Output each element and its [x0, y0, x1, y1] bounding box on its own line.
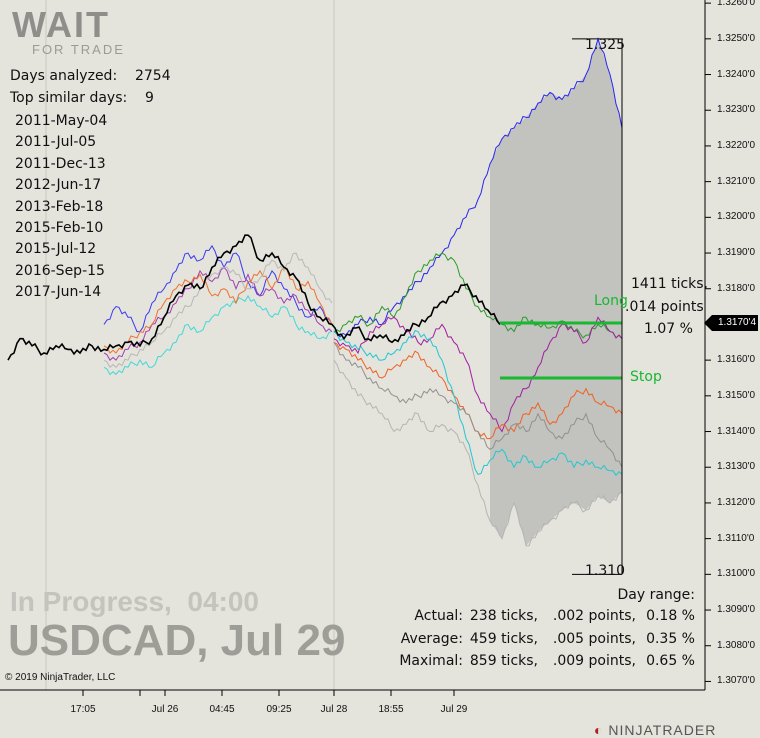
y-tick-label: 1.3140'0 — [717, 425, 756, 437]
similar-day-item: 2015-Feb-10 — [15, 220, 104, 237]
logo-main: WAIT — [12, 4, 110, 45]
similar-days-list: 2011-May-04 2011-Jul-05 2011-Dec-13 2012-Ju… — [15, 111, 107, 304]
day-range-points: .005 points, — [552, 630, 636, 647]
similar-day-item: 2015-Jul-12 — [15, 241, 97, 258]
symbol-date-title: USDCAD, Jul 29 — [8, 616, 346, 665]
top-similar-label: Top similar days: — [10, 90, 128, 106]
similar-day-item: 2017-Jun-14 — [15, 284, 102, 301]
y-tick-label: 1.3160'0 — [717, 354, 756, 366]
similar-day-item: 2013-Feb-18 — [15, 198, 104, 215]
day-range-row-label: Actual: — [414, 608, 463, 624]
similar-day-history-line — [103, 252, 333, 369]
similar-day-item: 2016-Sep-15 — [15, 262, 105, 279]
y-tick-label: 1.3220'0 — [717, 139, 756, 151]
top-similar-days: Top similar days: 9 — [10, 90, 154, 106]
logo-sub: FOR TRADE — [32, 42, 125, 57]
ninjatrader-icon: ◐ — [594, 722, 604, 738]
brand: NINJATRADER — [608, 722, 717, 738]
day-range-ticks: 859 ticks, — [469, 653, 538, 669]
projection-range-area — [490, 38, 622, 546]
in-progress-label: In Progress, 04:00 — [10, 586, 260, 617]
day-range-ticks: 459 ticks, — [469, 630, 538, 647]
similar-day-item: 2011-Jul-05 — [15, 134, 97, 151]
day-range-pct: 0.65 % — [646, 653, 695, 669]
y-tick-label: 1.3210'0 — [717, 175, 756, 187]
x-tick-label: 18:55 — [378, 704, 404, 715]
day-range-header: Day range: — [617, 587, 695, 603]
similar-day-projection-line — [333, 330, 623, 477]
day-range-row-label: Maximal: — [399, 653, 463, 669]
day-range-ticks: 238 ticks, — [469, 608, 538, 624]
similar-day-history-line — [103, 266, 333, 354]
range-ticks: 1411 ticks, — [631, 276, 709, 292]
copyright: © 2019 NinjaTrader, LLC — [5, 672, 116, 683]
logo: WAIT FOR TRADE — [12, 4, 137, 57]
y-tick-label: 1.3090'0 — [717, 604, 756, 616]
y-tick-label: 1.3130'0 — [717, 461, 756, 473]
similar-day-history-line — [103, 244, 333, 333]
current-price: 1.3170'4 — [712, 315, 758, 331]
x-tick-label: Jul 28 — [320, 704, 348, 715]
y-tick-label: 1.3080'0 — [717, 639, 756, 651]
y-tick-label: 1.3260'0 — [717, 0, 756, 9]
y-tick-label: 1.3110'0 — [717, 532, 755, 544]
day-range-pct: 0.18 % — [646, 608, 695, 624]
days-analyzed-label: Days analyzed: — [10, 68, 118, 84]
range-percent: 1.07 % — [644, 321, 693, 337]
range-points: .014 points — [625, 299, 704, 315]
y-tick-label: 1.3100'0 — [717, 568, 756, 580]
y-tick-label: 1.3230'0 — [717, 104, 756, 116]
similar-day-projection-line — [333, 316, 623, 433]
range-low-label: 1.310 — [585, 563, 626, 579]
similar-day-item: 2012-Jun-17 — [15, 177, 102, 194]
similar-day-history-line — [103, 294, 333, 376]
x-tick-label: 04:45 — [209, 704, 235, 715]
long-label: Long — [594, 293, 628, 309]
y-tick-label: 1.3180'0 — [717, 282, 756, 294]
x-tick-label: Jul 26 — [151, 704, 179, 715]
range-high-label: 1.325 — [585, 37, 626, 53]
similar-day-item: 2011-May-04 — [15, 113, 108, 129]
actual-price-line — [7, 234, 501, 361]
x-tick-label: Jul 29 — [440, 704, 468, 715]
y-tick-label: 1.3070'0 — [717, 675, 756, 687]
day-range-pct: 0.35 % — [646, 630, 695, 647]
y-tick-label: 1.3240'0 — [717, 68, 756, 80]
day-range-row-label: Average: — [400, 630, 463, 647]
day-range-points: .002 points, — [552, 608, 636, 624]
stop-label: Stop — [630, 369, 662, 385]
x-tick-label: 17:05 — [70, 704, 96, 715]
y-tick-label: 1.3190'0 — [717, 247, 756, 259]
y-tick-label: 1.3250'0 — [717, 32, 756, 44]
day-range-points: .009 points, — [552, 653, 636, 669]
top-similar-value: 9 — [145, 90, 154, 106]
similar-day-projection-line — [333, 359, 623, 547]
y-tick-label: 1.3150'0 — [717, 389, 756, 401]
x-tick-label: 09:25 — [266, 704, 292, 715]
ninjatrader-logo: ◐ NINJATRADER — [594, 722, 716, 738]
y-tick-label: 1.3200'0 — [717, 211, 756, 223]
days-analyzed-value: 2754 — [134, 68, 171, 84]
similar-day-projection-line — [333, 341, 623, 468]
similar-day-item: 2011-Dec-13 — [15, 155, 106, 172]
days-analyzed: Days analyzed: 2754 — [10, 68, 171, 84]
y-tick-label: 1.3120'0 — [717, 496, 756, 508]
